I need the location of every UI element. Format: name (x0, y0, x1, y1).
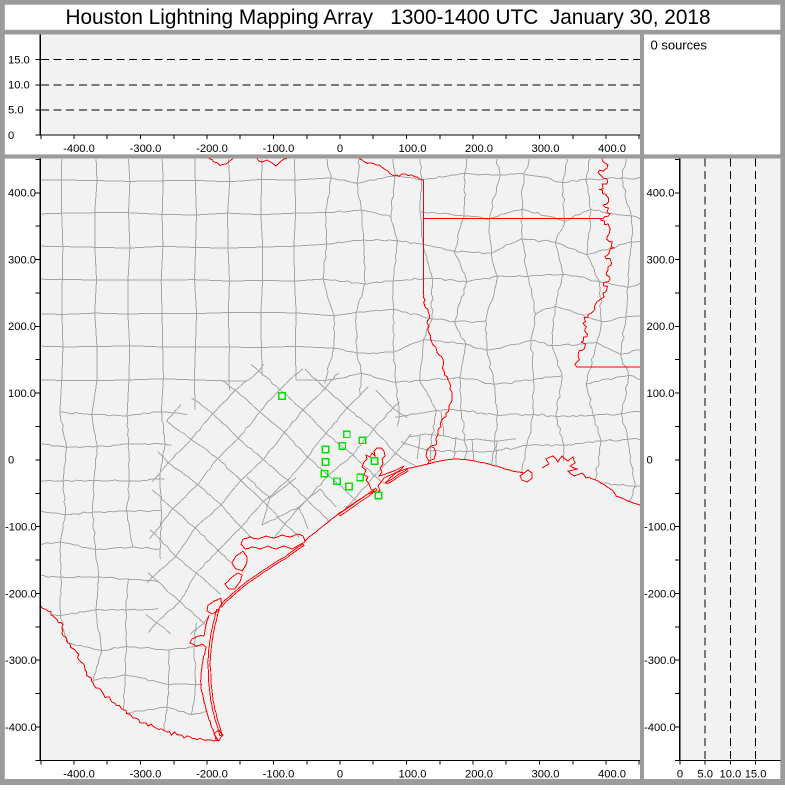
svg-text:15.0: 15.0 (745, 769, 767, 781)
svg-text:100.0: 100.0 (647, 388, 675, 400)
svg-text:10.0: 10.0 (720, 769, 742, 781)
svg-text:-200.0: -200.0 (196, 143, 228, 155)
svg-text:-300.0: -300.0 (5, 655, 37, 667)
svg-text:-200.0: -200.0 (196, 769, 228, 781)
svg-text:10.0: 10.0 (8, 80, 30, 92)
svg-text:0: 0 (337, 143, 343, 155)
svg-text:-400.0: -400.0 (644, 722, 676, 734)
svg-text:5.0: 5.0 (8, 105, 24, 117)
svg-text:0 sources: 0 sources (651, 38, 708, 53)
svg-text:400.0: 400.0 (647, 188, 675, 200)
svg-text:400.0: 400.0 (598, 769, 626, 781)
svg-text:300.0: 300.0 (532, 769, 560, 781)
svg-text:400.0: 400.0 (598, 143, 626, 155)
svg-text:100.0: 100.0 (399, 143, 427, 155)
svg-text:-300.0: -300.0 (130, 143, 162, 155)
svg-text:-100.0: -100.0 (263, 769, 295, 781)
svg-text:-300.0: -300.0 (130, 769, 162, 781)
svg-text:-400.0: -400.0 (63, 769, 95, 781)
svg-text:200.0: 200.0 (465, 769, 493, 781)
svg-text:5.0: 5.0 (697, 769, 713, 781)
svg-text:100.0: 100.0 (399, 769, 427, 781)
svg-text:100.0: 100.0 (8, 388, 36, 400)
svg-text:0: 0 (8, 455, 14, 467)
svg-text:0: 0 (337, 769, 343, 781)
svg-text:0: 0 (647, 455, 653, 467)
svg-text:400.0: 400.0 (8, 188, 36, 200)
svg-text:200.0: 200.0 (8, 321, 36, 333)
svg-text:0: 0 (677, 769, 683, 781)
svg-text:-300.0: -300.0 (644, 655, 676, 667)
svg-text:300.0: 300.0 (647, 254, 675, 266)
svg-text:-100.0: -100.0 (5, 522, 37, 534)
svg-text:Houston Lightning Mapping Arra: Houston Lightning Mapping Array 1300-140… (65, 6, 710, 29)
svg-text:15.0: 15.0 (8, 55, 30, 67)
svg-text:-200.0: -200.0 (644, 588, 676, 600)
svg-text:200.0: 200.0 (465, 143, 493, 155)
svg-text:200.0: 200.0 (647, 321, 675, 333)
svg-text:300.0: 300.0 (8, 254, 36, 266)
svg-text:-100.0: -100.0 (263, 143, 295, 155)
svg-text:0: 0 (8, 130, 14, 142)
svg-text:300.0: 300.0 (532, 143, 560, 155)
svg-text:-200.0: -200.0 (5, 588, 37, 600)
svg-text:-100.0: -100.0 (644, 522, 676, 534)
svg-text:-400.0: -400.0 (5, 722, 37, 734)
svg-text:-400.0: -400.0 (63, 143, 95, 155)
